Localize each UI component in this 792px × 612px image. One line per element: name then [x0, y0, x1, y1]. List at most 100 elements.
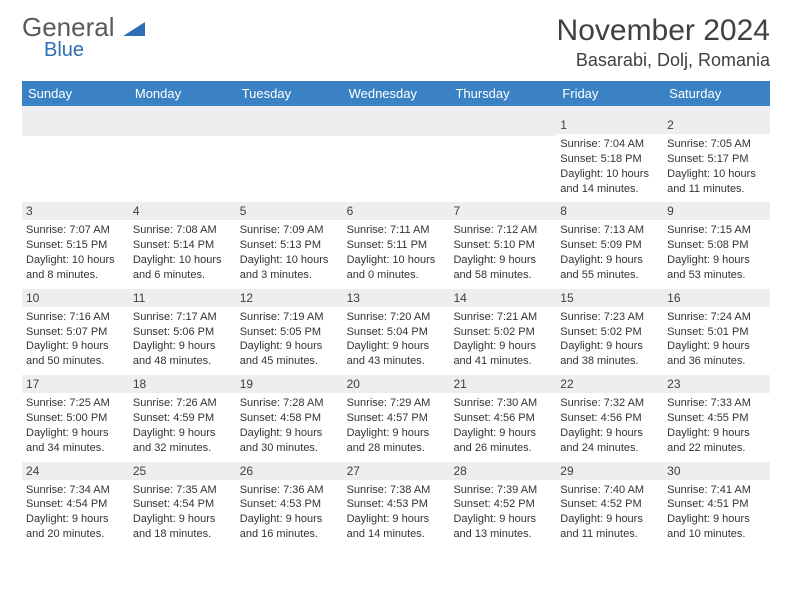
day-info: Sunrise: 7:28 AMSunset: 4:58 PMDaylight:… — [236, 393, 343, 461]
week-row: 3Sunrise: 7:07 AMSunset: 5:15 PMDaylight… — [22, 202, 770, 288]
day-sunrise: Sunrise: 7:23 AM — [560, 310, 659, 325]
day-info: Sunrise: 7:36 AMSunset: 4:53 PMDaylight:… — [236, 480, 343, 548]
day-cell: 27Sunrise: 7:38 AMSunset: 4:53 PMDayligh… — [343, 462, 450, 548]
logo-triangle-icon — [123, 20, 145, 41]
day-number: 30 — [663, 462, 770, 480]
day-cell: 30Sunrise: 7:41 AMSunset: 4:51 PMDayligh… — [663, 462, 770, 548]
empty-day — [236, 116, 343, 136]
day-daylight: Daylight: 10 hours and 6 minutes. — [133, 253, 232, 283]
day-number: 17 — [22, 375, 129, 393]
day-sunset: Sunset: 4:54 PM — [133, 497, 232, 512]
day-cell: 12Sunrise: 7:19 AMSunset: 5:05 PMDayligh… — [236, 289, 343, 375]
day-sunset: Sunset: 5:13 PM — [240, 238, 339, 253]
day-cell: 10Sunrise: 7:16 AMSunset: 5:07 PMDayligh… — [22, 289, 129, 375]
day-info: Sunrise: 7:19 AMSunset: 5:05 PMDaylight:… — [236, 307, 343, 375]
day-sunset: Sunset: 5:02 PM — [453, 325, 552, 340]
month-title: November 2024 — [557, 14, 770, 48]
day-cell: 28 Sunrise: 7:39 AMSunset: 4:52 PMDayligh… — [449, 462, 556, 548]
day-sunset: Sunset: 4:52 PM — [453, 497, 552, 512]
day-info: Sunrise: 7:12 AMSunset: 5:10 PMDaylight:… — [449, 220, 556, 288]
day-daylight: Daylight: 9 hours and 28 minutes. — [347, 426, 446, 456]
day-number: 29 — [556, 462, 663, 480]
day-cell: 7Sunrise: 7:12 AMSunset: 5:10 PMDaylight… — [449, 202, 556, 288]
day-sunset: Sunset: 5:02 PM — [560, 325, 659, 340]
day-sunset: Sunset: 5:09 PM — [560, 238, 659, 253]
day-header: Tuesday — [236, 81, 343, 106]
day-sunrise: Sunrise: 7:09 AM — [240, 223, 339, 238]
day-sunset: Sunset: 5:18 PM — [560, 152, 659, 167]
day-sunrise: Sunrise: 7:19 AM — [240, 310, 339, 325]
day-sunset: Sunset: 5:07 PM — [26, 325, 125, 340]
title-block: November 2024 Basarabi, Dolj, Romania — [557, 14, 770, 71]
day-sunrise: Sunrise: 7:36 AM — [240, 483, 339, 498]
day-sunset: Sunset: 4:56 PM — [560, 411, 659, 426]
day-daylight: Daylight: 9 hours and 50 minutes. — [26, 339, 125, 369]
day-cell: 23Sunrise: 7:33 AMSunset: 4:55 PMDayligh… — [663, 375, 770, 461]
day-daylight: Daylight: 9 hours and 43 minutes. — [347, 339, 446, 369]
day-cell: 2Sunrise: 7:05 AMSunset: 5:17 PMDaylight… — [663, 116, 770, 202]
day-info: Sunrise: 7:41 AMSunset: 4:51 PMDaylight:… — [663, 480, 770, 548]
day-sunrise: Sunrise: 7:34 AM — [26, 483, 125, 498]
day-info: Sunrise: 7:34 AMSunset: 4:54 PMDaylight:… — [22, 480, 129, 548]
day-sunrise: Sunrise: 7:40 AM — [560, 483, 659, 498]
day-number: 3 — [22, 202, 129, 220]
day-sunrise: Sunrise: 7:39 AM — [453, 483, 552, 498]
day-sunset: Sunset: 5:11 PM — [347, 238, 446, 253]
day-sunrise: Sunrise: 7:13 AM — [560, 223, 659, 238]
day-number: 13 — [343, 289, 450, 307]
day-number: 21 — [449, 375, 556, 393]
day-daylight: Daylight: 9 hours and 30 minutes. — [240, 426, 339, 456]
day-daylight: Daylight: 9 hours and 26 minutes. — [453, 426, 552, 456]
day-info: Sunrise: 7:05 AMSunset: 5:17 PMDaylight:… — [663, 134, 770, 202]
day-daylight: Daylight: 9 hours and 45 minutes. — [240, 339, 339, 369]
day-info: Sunrise: 7:33 AMSunset: 4:55 PMDaylight:… — [663, 393, 770, 461]
header: General Blue November 2024 Basarabi, Dol… — [22, 14, 770, 71]
day-info: Sunrise: 7:15 AMSunset: 5:08 PMDaylight:… — [663, 220, 770, 288]
day-info: Sunrise: 7:13 AMSunset: 5:09 PMDaylight:… — [556, 220, 663, 288]
day-sunrise: Sunrise: 7:25 AM — [26, 396, 125, 411]
day-number: 10 — [22, 289, 129, 307]
day-sunset: Sunset: 5:00 PM — [26, 411, 125, 426]
day-number: 20 — [343, 375, 450, 393]
week-row: 10Sunrise: 7:16 AMSunset: 5:07 PMDayligh… — [22, 289, 770, 375]
day-daylight: Daylight: 9 hours and 14 minutes. — [347, 512, 446, 542]
calendar-page: General Blue November 2024 Basarabi, Dol… — [0, 0, 792, 562]
day-number: 8 — [556, 202, 663, 220]
day-daylight: Daylight: 9 hours and 11 minutes. — [560, 512, 659, 542]
day-cell — [449, 116, 556, 202]
week-row: 1Sunrise: 7:04 AMSunset: 5:18 PMDaylight… — [22, 116, 770, 202]
day-number: 24 — [22, 462, 129, 480]
day-daylight: Daylight: 9 hours and 13 minutes. — [453, 512, 552, 542]
day-info: Sunrise: 7:38 AMSunset: 4:53 PMDaylight:… — [343, 480, 450, 548]
day-sunset: Sunset: 4:57 PM — [347, 411, 446, 426]
day-daylight: Daylight: 9 hours and 53 minutes. — [667, 253, 766, 283]
day-daylight: Daylight: 9 hours and 24 minutes. — [560, 426, 659, 456]
day-daylight: Daylight: 9 hours and 58 minutes. — [453, 253, 552, 283]
day-daylight: Daylight: 10 hours and 14 minutes. — [560, 167, 659, 197]
day-cell: 14Sunrise: 7:21 AMSunset: 5:02 PMDayligh… — [449, 289, 556, 375]
day-daylight: Daylight: 9 hours and 34 minutes. — [26, 426, 125, 456]
day-number: 28 — [449, 462, 556, 480]
day-cell — [343, 116, 450, 202]
day-header: Wednesday — [343, 81, 450, 106]
day-sunset: Sunset: 5:01 PM — [667, 325, 766, 340]
day-info: Sunrise: 7:24 AMSunset: 5:01 PMDaylight:… — [663, 307, 770, 375]
day-cell: 3Sunrise: 7:07 AMSunset: 5:15 PMDaylight… — [22, 202, 129, 288]
day-sunset: Sunset: 5:06 PM — [133, 325, 232, 340]
day-daylight: Daylight: 10 hours and 8 minutes. — [26, 253, 125, 283]
day-cell: 9Sunrise: 7:15 AMSunset: 5:08 PMDaylight… — [663, 202, 770, 288]
day-number: 18 — [129, 375, 236, 393]
day-number: 16 — [663, 289, 770, 307]
day-info: Sunrise: 7:09 AMSunset: 5:13 PMDaylight:… — [236, 220, 343, 288]
day-daylight: Daylight: 9 hours and 41 minutes. — [453, 339, 552, 369]
day-sunset: Sunset: 4:55 PM — [667, 411, 766, 426]
location: Basarabi, Dolj, Romania — [557, 50, 770, 71]
logo-text-1: General — [22, 12, 115, 42]
day-info: Sunrise: 7:04 AMSunset: 5:18 PMDaylight:… — [556, 134, 663, 202]
day-daylight: Daylight: 10 hours and 11 minutes. — [667, 167, 766, 197]
day-number: 19 — [236, 375, 343, 393]
empty-day — [449, 116, 556, 136]
day-sunset: Sunset: 4:56 PM — [453, 411, 552, 426]
day-daylight: Daylight: 9 hours and 18 minutes. — [133, 512, 232, 542]
day-info: Sunrise: 7:20 AMSunset: 5:04 PMDaylight:… — [343, 307, 450, 375]
